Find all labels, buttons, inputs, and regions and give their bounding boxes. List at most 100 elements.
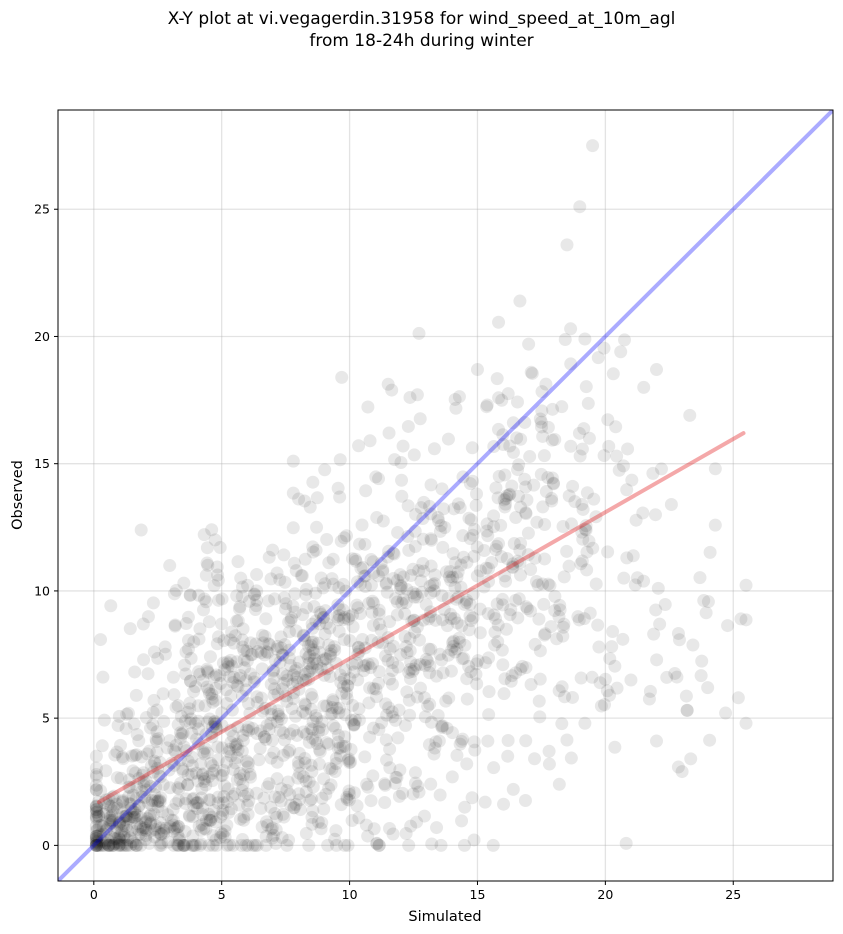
data-point [309,709,323,723]
data-point [538,627,552,641]
data-point [102,838,116,852]
data-point [513,294,527,308]
data-point [382,544,396,558]
data-point [530,515,544,529]
data-point [683,408,697,422]
data-point [207,670,221,684]
data-point [128,811,142,825]
data-point [302,775,316,789]
data-point [332,624,346,638]
data-point [205,730,219,744]
data-point [514,500,528,514]
data-point [224,689,238,703]
data-point [196,603,210,617]
data-point [206,720,220,734]
data-point [479,561,493,575]
data-point [427,577,441,591]
data-point [185,759,199,773]
data-point [153,793,167,807]
data-point [129,688,143,702]
data-point [372,665,386,679]
data-point [99,764,113,778]
data-point [514,536,528,550]
data-point [270,566,284,580]
data-point [579,380,593,394]
data-point [121,833,135,847]
data-point [201,558,215,572]
data-point [482,651,496,665]
data-point [113,837,127,851]
data-point [148,830,162,844]
data-point [414,501,428,515]
data-point [405,614,419,628]
data-point [98,838,112,852]
data-point [206,766,220,780]
data-point [402,838,416,852]
data-point [141,812,155,826]
data-point [264,800,278,814]
data-point [251,645,265,659]
data-point [445,770,459,784]
data-point [591,351,605,365]
data-point [252,753,266,767]
data-point [214,769,228,783]
data-point [403,632,417,646]
data-point [205,810,219,824]
chart-title-line2: from 18-24h during winter [309,31,534,51]
data-point [355,518,369,532]
data-point [333,749,347,763]
data-point [568,495,582,509]
data-point [326,552,340,566]
data-point [451,497,465,511]
data-point [412,564,426,578]
data-point [178,824,192,838]
data-point [505,669,519,683]
data-point [202,615,216,629]
data-point [739,716,753,730]
data-point [556,519,570,533]
data-point [494,518,508,532]
data-point [148,823,162,837]
data-point [519,507,533,521]
data-point [391,660,405,674]
data-point [270,642,284,656]
data-point [288,605,302,619]
data-point [382,426,396,440]
data-point [232,671,246,685]
data-point [524,678,538,692]
data-point [91,838,105,852]
data-point [329,751,343,765]
data-point [128,806,142,820]
data-point [343,672,357,686]
data-point [333,490,347,504]
data-point [138,821,152,835]
data-point [514,662,528,676]
data-point [299,588,313,602]
data-point [278,733,292,747]
data-point [224,802,238,816]
data-point [592,640,606,654]
data-point [365,633,379,647]
data-points [89,139,753,852]
data-point [264,716,278,730]
data-point [275,831,289,845]
data-point [407,613,421,627]
data-point [625,473,639,487]
data-point [148,788,162,802]
data-point [209,668,223,682]
data-point [506,557,520,571]
data-point [515,659,529,673]
data-point [163,734,177,748]
data-point [471,654,485,668]
data-point [166,670,180,684]
data-point [598,672,612,686]
data-point [89,803,103,817]
data-point [250,838,264,852]
data-point [157,823,171,837]
data-point [281,745,295,759]
data-point [545,494,559,508]
data-point [130,727,144,741]
data-point [462,511,476,525]
data-point [90,805,104,819]
data-point [167,758,181,772]
